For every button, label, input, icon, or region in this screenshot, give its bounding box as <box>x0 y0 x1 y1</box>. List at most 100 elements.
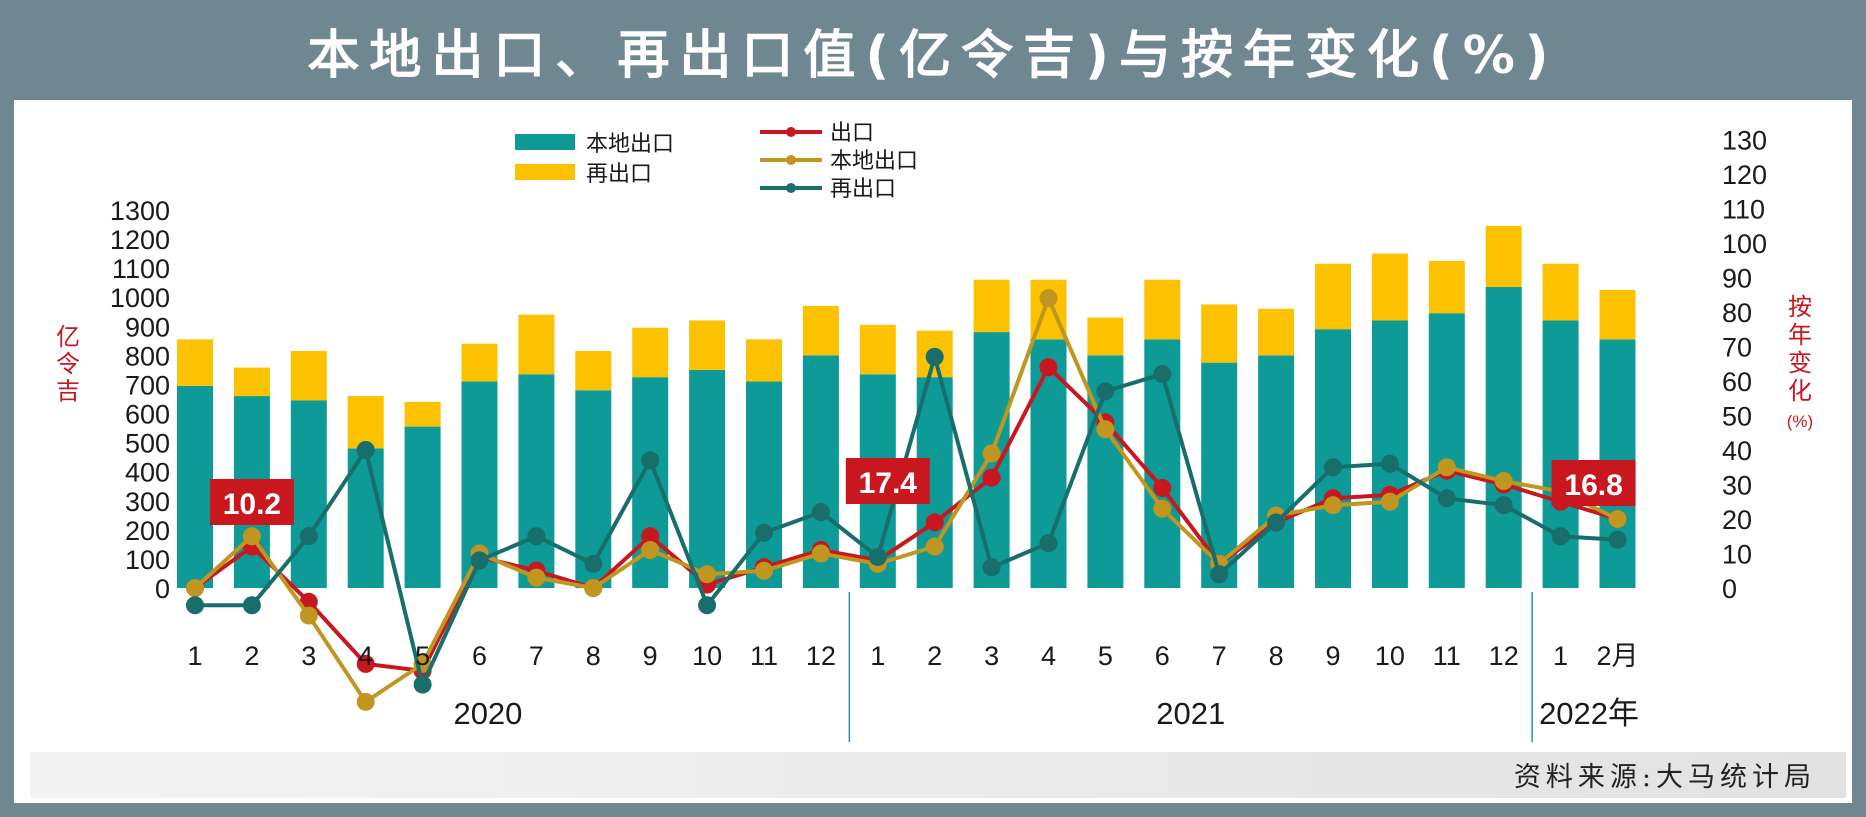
line-point-series-3 <box>868 547 887 566</box>
legend-label-bar: 再出口 <box>586 161 652 186</box>
left-tick-label: 700 <box>125 370 170 400</box>
line-series-2 <box>193 292 1619 705</box>
right-tick-label: 50 <box>1722 402 1752 432</box>
line-point-series-3 <box>1551 527 1570 546</box>
x-tick-label: 7 <box>1212 641 1227 671</box>
bar-local-export <box>689 369 726 588</box>
line-point-series-1 <box>925 513 944 532</box>
line-point-series-2 <box>641 541 660 560</box>
x-tick-label: 1 <box>1553 641 1568 671</box>
bar-re-export <box>973 279 1010 333</box>
line-point-series-2 <box>1096 420 1115 439</box>
line-point-series-3 <box>242 596 261 615</box>
x-tick-label: 5 <box>415 641 430 671</box>
line-point-series-1 <box>1039 358 1058 377</box>
x-tick-label: 4 <box>358 641 373 671</box>
left-tick-label: 1300 <box>110 196 170 226</box>
x-tick-label: 3 <box>984 641 999 671</box>
legend-marker-line <box>786 183 796 193</box>
line-point-series-1 <box>982 468 1001 487</box>
bar-re-export <box>518 314 555 375</box>
x-tick-label: 12 <box>806 641 836 671</box>
bar-re-export <box>177 339 213 386</box>
right-axis-label-char: (%) <box>1787 412 1813 431</box>
data-callout-text: 10.2 <box>223 488 281 521</box>
bar-local-export <box>1371 320 1408 588</box>
bar-re-export <box>632 327 669 378</box>
line-point-series-3 <box>1210 565 1229 584</box>
right-axis-label-char: 年 <box>1788 322 1812 349</box>
line-point-series-3 <box>755 523 773 542</box>
bar-local-export <box>1542 320 1579 588</box>
bar-re-export <box>1201 304 1238 363</box>
right-axis-label-char: 变 <box>1788 350 1812 377</box>
right-axis-label-char: 化 <box>1788 378 1812 405</box>
bar-re-export <box>1428 260 1465 314</box>
line-point-series-2 <box>1324 496 1342 515</box>
line-point-series-2 <box>242 527 261 546</box>
line-point-series-2 <box>1494 472 1513 491</box>
x-tick-label: 5 <box>1098 641 1113 671</box>
bar-local-export <box>518 374 555 588</box>
bar-re-export <box>1087 317 1124 356</box>
x-tick-label: 1 <box>187 641 202 671</box>
year-label: 2022年 <box>1539 696 1639 731</box>
line-point-series-2 <box>925 537 944 556</box>
line-point-series-3 <box>186 596 204 615</box>
bar-re-export <box>404 401 441 427</box>
right-tick-label: 90 <box>1722 264 1752 294</box>
line-point-series-2 <box>982 444 1001 463</box>
line-point-series-3 <box>299 527 318 546</box>
line-point-series-3 <box>811 503 830 522</box>
line-point-series-3 <box>1380 454 1399 473</box>
left-tick-label: 800 <box>125 341 170 371</box>
line-point-series-1 <box>356 654 375 673</box>
bar-layer <box>177 225 1636 588</box>
bar-local-export <box>1428 313 1465 588</box>
line-point-series-2 <box>698 565 717 584</box>
right-tick-label: 60 <box>1722 367 1752 397</box>
data-callout-box <box>209 479 294 525</box>
legend-label-bar: 本地出口 <box>586 131 674 156</box>
line-point-series-2 <box>584 579 603 597</box>
chart-title: 本地出口、再出口值(亿令吉)与按年变化(%) <box>307 25 1559 86</box>
x-tick-label: 2 <box>927 641 942 671</box>
footer-bar <box>30 752 1846 798</box>
x-tick-label: 10 <box>1375 641 1405 671</box>
line-point-series-2 <box>1039 289 1058 308</box>
legend-marker-line <box>786 127 796 137</box>
line-point-series-3 <box>641 451 660 470</box>
right-tick-label: 130 <box>1722 126 1767 156</box>
bar-local-export <box>746 381 782 588</box>
line-point-series-3 <box>1437 489 1456 508</box>
left-axis-label-char: 吉 <box>56 378 80 405</box>
x-tick-label: 1 <box>870 641 885 671</box>
x-tick-label: 3 <box>301 641 316 671</box>
data-callout-text: 17.4 <box>859 467 918 500</box>
line-point-series-2 <box>1153 499 1172 518</box>
bar-local-export <box>1258 355 1295 588</box>
bar-re-export <box>233 367 270 397</box>
left-tick-label: 1200 <box>110 225 170 255</box>
x-tick-label: 8 <box>586 641 601 671</box>
line-point-series-3 <box>413 675 432 694</box>
bar-re-export <box>859 324 896 375</box>
line-point-series-3 <box>1096 382 1115 401</box>
bar-re-export <box>746 339 782 382</box>
data-callout-box <box>845 458 930 504</box>
bar-re-export <box>1599 289 1636 340</box>
data-callout-text: 16.8 <box>1564 469 1622 502</box>
right-tick-label: 70 <box>1722 333 1752 363</box>
x-tick-label: 7 <box>529 641 544 671</box>
bar-re-export <box>1258 308 1295 356</box>
x-tick-label: 12 <box>1489 641 1519 671</box>
x-tick-label: 11 <box>750 641 778 671</box>
line-point-series-2 <box>299 606 318 625</box>
x-tick-label: 10 <box>692 641 722 671</box>
left-tick-label: 200 <box>125 516 170 546</box>
x-tick-label: 2 <box>244 641 259 671</box>
left-axis-label-char: 令 <box>56 351 80 378</box>
line-point-series-3 <box>584 554 603 573</box>
